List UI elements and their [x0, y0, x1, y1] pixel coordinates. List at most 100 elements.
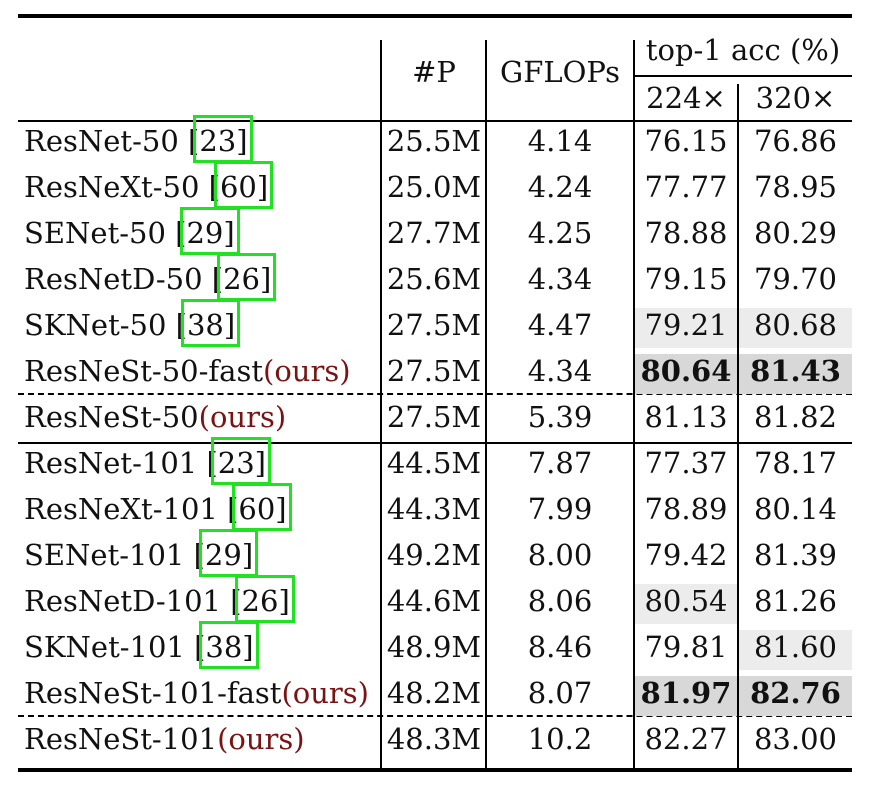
citation-text: [60] — [227, 492, 287, 526]
citation-text: [38] — [175, 308, 236, 342]
a320-cell: 81.43 — [750, 354, 841, 388]
citation: [26] — [211, 253, 277, 302]
header-res-320: 320× — [755, 81, 836, 115]
citation-text: [26] — [211, 262, 272, 296]
model-name: SKNet-50 — [24, 308, 176, 342]
a320-cell: 81.39 — [753, 538, 838, 572]
model-name: ResNetD-101 — [24, 584, 231, 618]
cell-highlight — [635, 676, 737, 716]
cell-highlight — [635, 354, 737, 394]
vline-acc — [737, 84, 739, 770]
citation: [29] — [175, 207, 240, 256]
citation-text: [23] — [206, 446, 266, 480]
model-name-cell: SENet-50 [29] — [24, 207, 240, 256]
cell-highlight — [635, 584, 737, 624]
model-name-cell: ResNeSt-101(ours) — [24, 716, 305, 762]
a320-cell: 80.14 — [753, 492, 838, 526]
citation-highlight-box — [213, 161, 274, 209]
a224-cell: 81.97 — [640, 676, 732, 710]
a224-cell: 77.77 — [644, 170, 728, 204]
acc-group-underline — [634, 75, 852, 77]
a224-cell: 79.42 — [644, 538, 728, 572]
a224-cell: 80.64 — [640, 354, 732, 388]
cell-highlight — [635, 308, 737, 348]
citation-text: [29] — [175, 216, 235, 250]
ours-label: (ours) — [263, 354, 351, 388]
dashed-rule-50 — [18, 393, 852, 395]
model-name: ResNeSt-101-fast — [24, 676, 282, 710]
a224-cell: 79.21 — [644, 308, 728, 342]
top-rule — [18, 14, 852, 18]
model-name-cell: ResNet-50 [23] — [24, 115, 253, 164]
params-cell: 27.5M — [386, 354, 482, 388]
a320-cell: 81.82 — [753, 400, 838, 434]
citation-highlight-box — [199, 621, 259, 669]
citation: [60] — [208, 161, 274, 210]
model-name: SKNet-101 — [24, 630, 195, 664]
citation-text: [29] — [193, 538, 254, 572]
a224-cell: 81.13 — [644, 400, 728, 434]
params-cell: 48.3M — [386, 722, 482, 756]
citation: [38] — [175, 299, 241, 348]
gflops-cell: 4.34 — [527, 262, 593, 296]
a224-cell: 76.15 — [644, 124, 728, 158]
citation-text: [38] — [194, 630, 254, 664]
model-name-cell: ResNetD-101 [26] — [24, 575, 295, 624]
params-cell: 44.3M — [386, 492, 482, 526]
a320-cell: 82.76 — [750, 676, 841, 710]
header-params: #P — [412, 55, 456, 89]
a224-cell: 77.37 — [644, 446, 728, 480]
citation-highlight-box — [193, 115, 253, 163]
model-name-cell: SENet-101 [29] — [24, 529, 259, 578]
header-gflops: GFLOPs — [500, 55, 620, 89]
a320-cell: 78.95 — [753, 170, 838, 204]
a224-cell: 78.88 — [644, 216, 728, 250]
gflops-cell: 8.07 — [527, 676, 593, 710]
citation: [23] — [188, 115, 253, 164]
a320-cell: 80.29 — [753, 216, 838, 250]
cell-highlight — [739, 308, 852, 348]
a224-cell: 80.54 — [644, 584, 728, 618]
header-res-224: 224× — [646, 81, 726, 115]
header-bottom-rule — [18, 120, 852, 122]
a320-cell: 79.70 — [753, 262, 838, 296]
model-name: ResNeSt-50-fast — [24, 354, 263, 388]
gflops-cell: 8.06 — [527, 584, 593, 618]
citation-text: [26] — [230, 584, 290, 618]
citation-highlight-box — [180, 299, 241, 347]
citation: [26] — [230, 575, 295, 624]
cell-highlight — [739, 630, 852, 670]
cell-highlight — [739, 676, 852, 716]
model-name: SENet-50 — [24, 216, 176, 250]
header-acc-group: top-1 acc (%) — [645, 33, 841, 67]
model-name-cell: ResNeSt-50-fast(ours) — [24, 348, 351, 394]
params-cell: 27.5M — [386, 308, 482, 342]
model-name: ResNeSt-50 — [24, 400, 199, 434]
params-cell: 25.5M — [386, 124, 482, 158]
params-cell: 27.7M — [386, 216, 482, 250]
a320-cell: 80.68 — [753, 308, 838, 342]
a320-cell: 81.60 — [753, 630, 838, 664]
citation-highlight-box — [216, 253, 277, 301]
citation: [23] — [206, 437, 271, 486]
citation: [60] — [227, 483, 292, 532]
model-name-cell: SKNet-50 [38] — [24, 299, 241, 348]
model-name: ResNet-50 — [24, 124, 188, 158]
model-name-cell: ResNeXt-101 [60] — [24, 483, 292, 532]
gflops-cell: 7.99 — [527, 492, 593, 526]
params-cell: 48.2M — [386, 676, 482, 710]
params-cell: 44.5M — [386, 446, 482, 480]
model-name-cell: SKNet-101 [38] — [24, 621, 259, 670]
ours-label: (ours) — [281, 676, 369, 710]
ours-label: (ours) — [198, 400, 287, 434]
gflops-cell: 4.47 — [527, 308, 593, 342]
gflops-cell: 10.2 — [527, 722, 593, 756]
model-name: ResNetD-50 — [24, 262, 212, 296]
params-cell: 25.0M — [386, 170, 482, 204]
model-name-cell: ResNeXt-50 [60] — [24, 161, 274, 210]
gflops-cell: 4.34 — [527, 354, 593, 388]
cell-highlight — [739, 354, 852, 394]
a224-cell: 79.15 — [644, 262, 728, 296]
model-name: SENet-101 — [24, 538, 194, 572]
citation-text: [60] — [208, 170, 269, 204]
